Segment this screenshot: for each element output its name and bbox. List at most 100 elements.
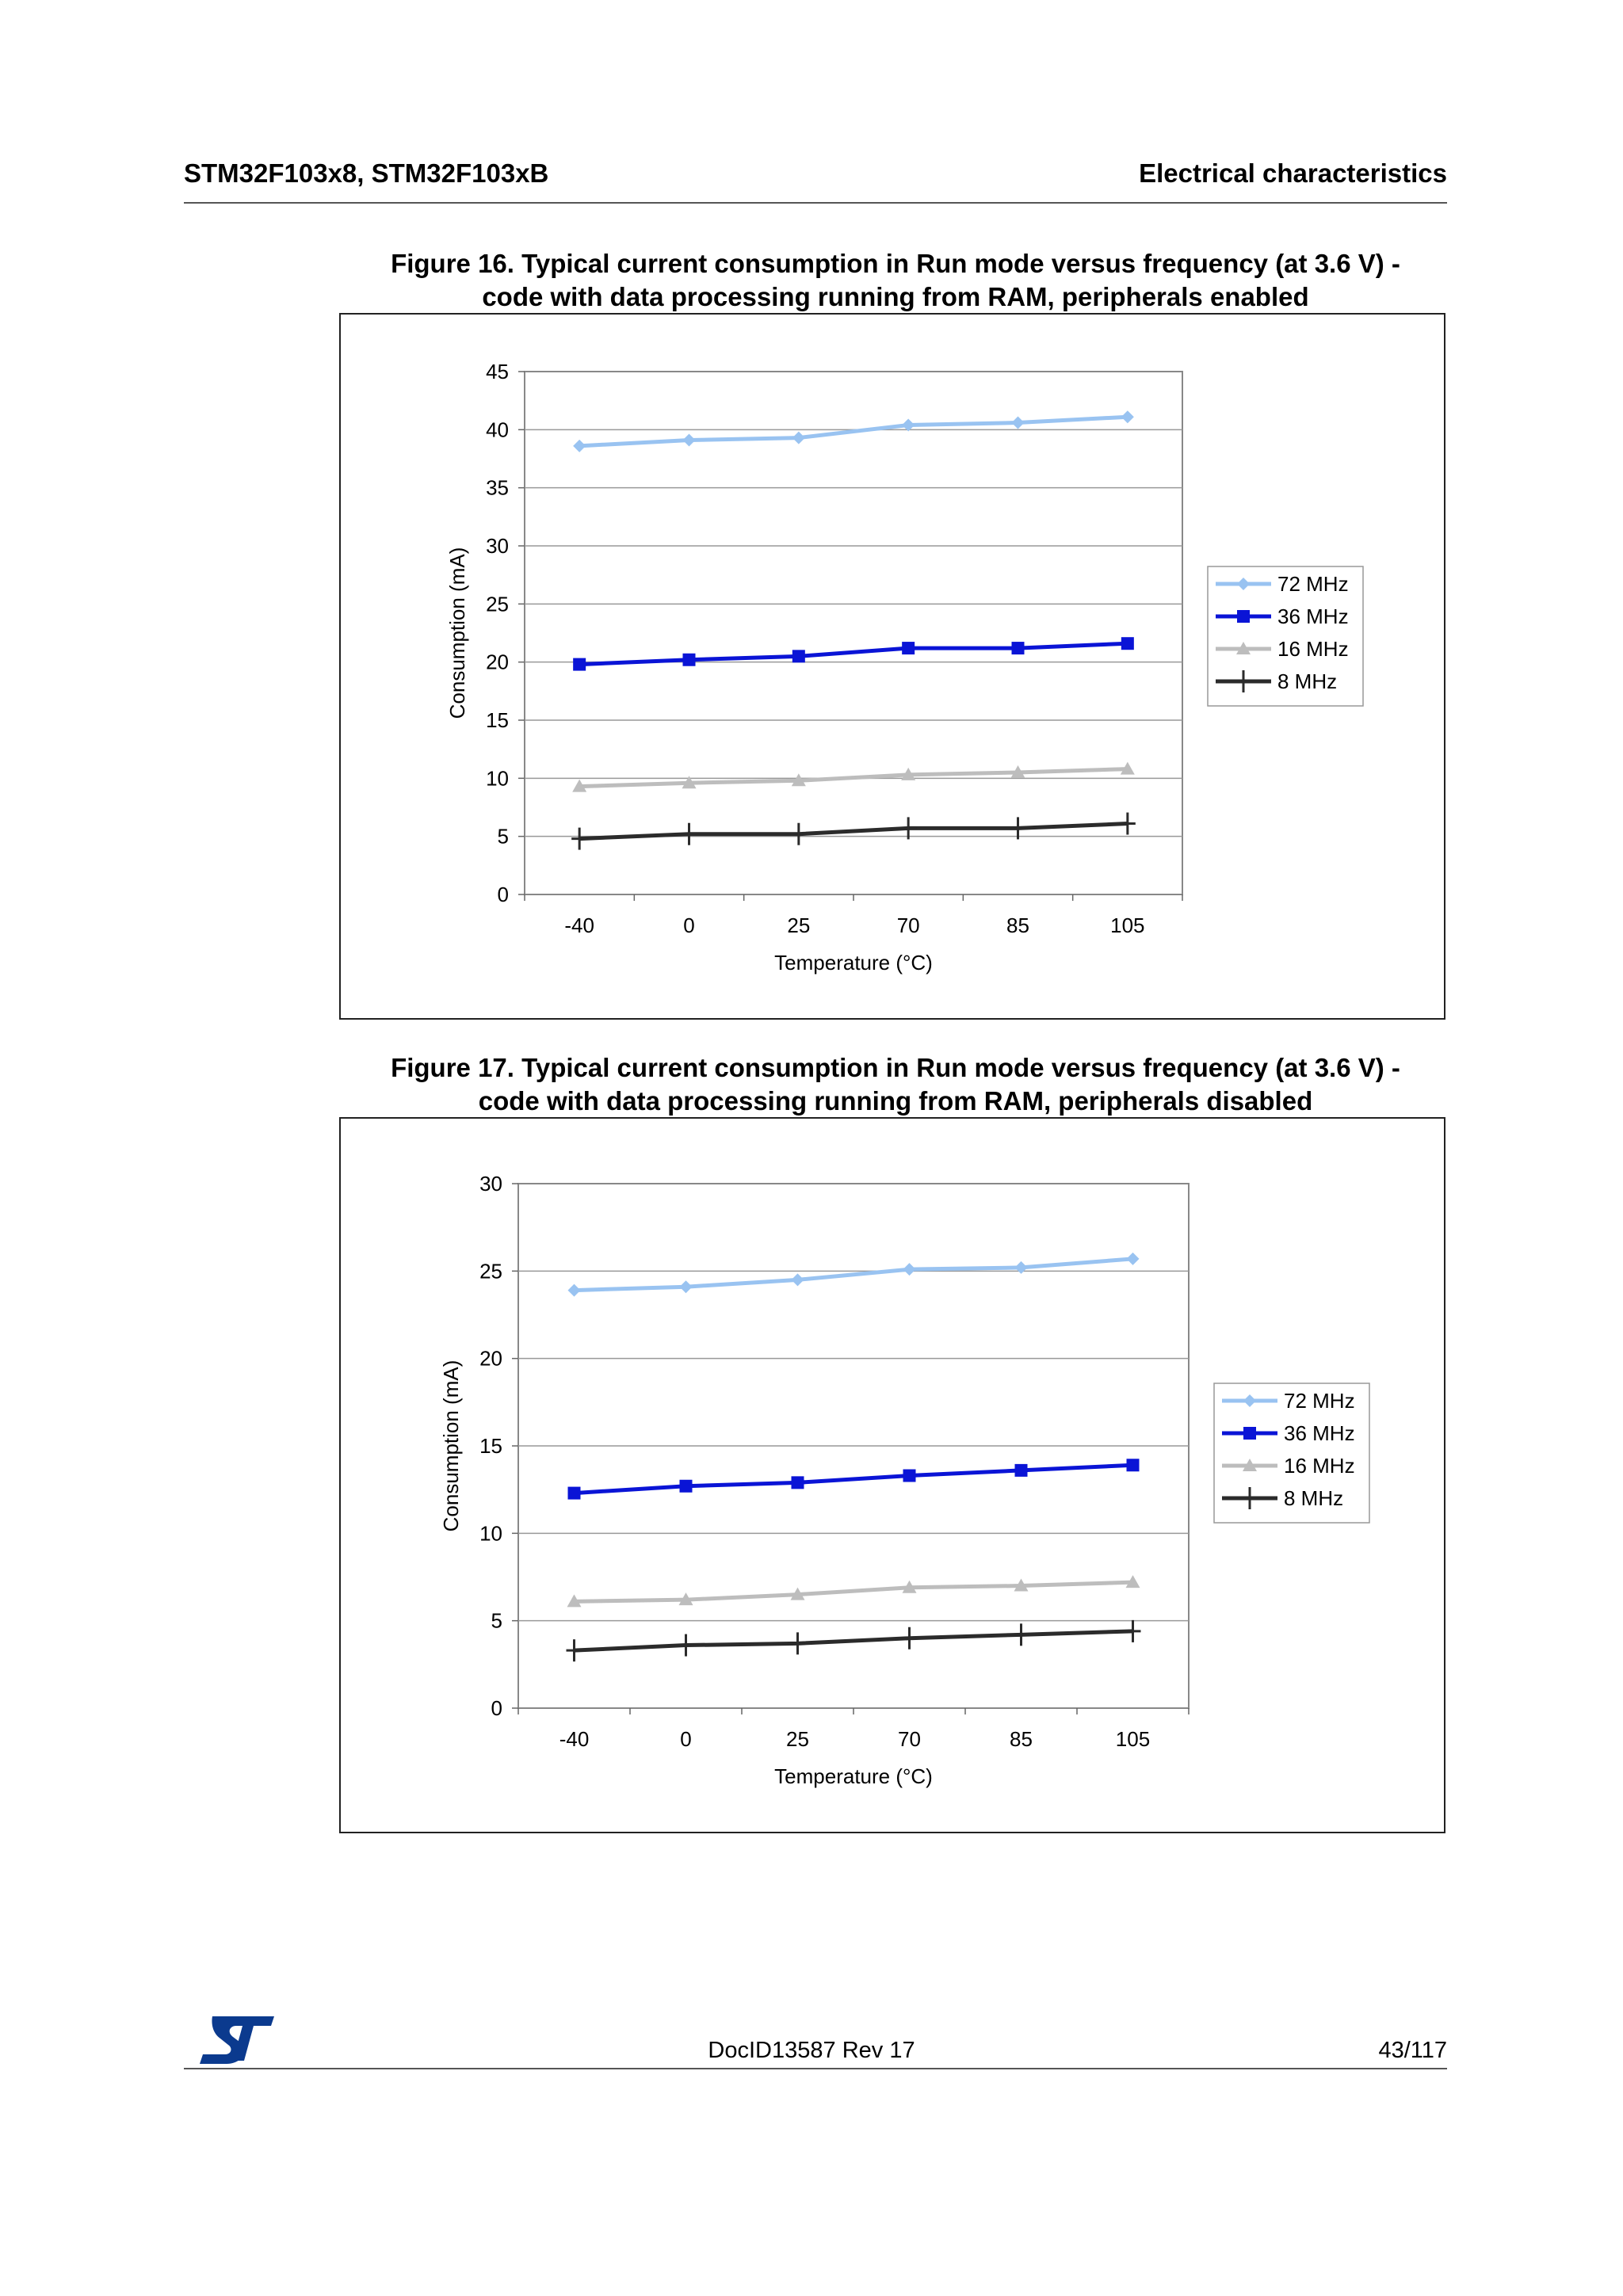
fig16-series-1-point-3 xyxy=(902,642,915,655)
fig16-series-2-point-3 xyxy=(901,767,916,780)
fig16-ytick-label-4: 20 xyxy=(486,650,509,674)
fig17-series-0-point-2 xyxy=(791,1273,804,1287)
fig17-legend-marker-3 xyxy=(1242,1487,1258,1509)
fig17-series-3-point-2 xyxy=(789,1632,806,1655)
fig17-legend-label-1: 36 MHz xyxy=(1284,1421,1355,1445)
fig16-series-2-point-2 xyxy=(791,773,806,787)
fig17-series-1-point-0 xyxy=(567,1486,581,1500)
fig16-plot-area xyxy=(524,371,1183,895)
fig16-ytick-label-1: 5 xyxy=(498,825,509,849)
fig16-xtick-label-0: -40 xyxy=(564,913,594,937)
figure-16-frame: 0 5 10 15 20 25 30 35 40 45 -40 0 25 70 85 105 Temperatu… xyxy=(339,313,1445,1020)
fig17-y-axis-title: Consumption (mA) xyxy=(439,1360,463,1532)
header-section-title: Electrical characteristics xyxy=(1139,158,1447,188)
fig17-ytick-label-2: 10 xyxy=(479,1521,502,1545)
fig16-series-3-point-4 xyxy=(1010,817,1026,840)
fig17-series-2-point-5 xyxy=(1125,1575,1140,1589)
figure-17-frame: 0 5 10 15 20 25 30 -40 0 25 70 85 105 Temperature (°C… xyxy=(339,1117,1445,1833)
footer-page-number: 43/117 xyxy=(1378,2038,1447,2063)
fig17-series-2-point-1 xyxy=(678,1592,693,1606)
fig16-xtick-label-4: 85 xyxy=(1006,913,1029,937)
fig16-series-0-line xyxy=(579,414,1128,448)
fig16-series-0-point-5 xyxy=(1121,410,1134,424)
fig17-series-2-line xyxy=(574,1580,1133,1604)
fig16-legend-label-2: 16 MHz xyxy=(1277,637,1349,661)
figure-17-caption: Figure 17. Typical current consumption i… xyxy=(341,1051,1450,1118)
fig16-legend-marker-2 xyxy=(1236,642,1251,654)
fig17-legend-marker-1 xyxy=(1243,1427,1256,1440)
fig17-series-3-point-4 xyxy=(1013,1623,1029,1646)
fig16-ytick-label-3: 15 xyxy=(486,708,509,732)
fig17-series-0 xyxy=(567,1252,1140,1297)
fig16-legend-marker-3 xyxy=(1235,670,1251,692)
fig17-series-1 xyxy=(567,1459,1140,1500)
fig16-xtick-label-5: 105 xyxy=(1110,913,1144,937)
fig16-series-1-point-0 xyxy=(573,658,586,671)
figure-16-caption-line2: code with data processing running from R… xyxy=(482,282,1309,311)
fig16-series-2-point-1 xyxy=(682,776,697,789)
fig17-xtick-label-5: 105 xyxy=(1116,1727,1150,1751)
fig16-xtick-label-1: 0 xyxy=(683,913,694,937)
fig16-series-3-point-1 xyxy=(681,822,697,845)
fig16-series-1-point-4 xyxy=(1011,642,1025,655)
fig17-series-3-point-5 xyxy=(1125,1619,1141,1642)
fig17-series-1-point-1 xyxy=(679,1479,693,1493)
footer-rule xyxy=(184,2068,1447,2069)
fig16-ytick-label-7: 35 xyxy=(486,476,509,500)
fig16-series-3-point-2 xyxy=(790,822,807,845)
fig17-series-0-point-0 xyxy=(567,1283,581,1297)
footer-doc-id: DocID13587 Rev 17 xyxy=(708,2038,915,2063)
fig17-series-1-point-4 xyxy=(1014,1463,1028,1477)
fig17-legend-label-0: 72 MHz xyxy=(1284,1389,1355,1413)
fig16-y-axis-title: Consumption (mA) xyxy=(445,547,469,719)
fig17-ytick-label-4: 20 xyxy=(479,1347,502,1371)
fig16-series-2-point-0 xyxy=(572,779,587,792)
fig16-series-3-point-5 xyxy=(1119,812,1136,835)
fig16-series-0-point-3 xyxy=(902,418,915,432)
fig17-series-3 xyxy=(566,1619,1141,1662)
fig17-xtick-label-3: 70 xyxy=(898,1727,921,1751)
figure-17-chart: 0 5 10 15 20 25 30 -40 0 25 70 85 105 Temperature (°C… xyxy=(439,1172,1370,1788)
fig17-series-2-point-2 xyxy=(790,1587,805,1600)
fig17-ytick-label-0: 0 xyxy=(491,1696,502,1720)
fig16-legend-label-0: 72 MHz xyxy=(1277,572,1349,596)
fig16-legend-label-3: 8 MHz xyxy=(1277,669,1337,693)
figure-16-caption-line1: Figure 16. Typical current consumption i… xyxy=(391,249,1400,278)
fig16-series-0-point-2 xyxy=(792,431,805,444)
fig16-series-3-point-0 xyxy=(571,827,588,850)
fig17-xtick-label-2: 25 xyxy=(786,1727,809,1751)
fig16-ytick-label-8: 40 xyxy=(486,418,509,441)
fig16-series-3 xyxy=(571,812,1136,850)
fig17-ytick-label-1: 5 xyxy=(491,1609,502,1633)
fig17-ytick-label-6: 30 xyxy=(479,1172,502,1196)
fig16-series-1-line xyxy=(579,641,1128,667)
fig16-series-2-point-4 xyxy=(1010,765,1025,778)
fig16-ytick-label-2: 10 xyxy=(486,766,509,790)
fig16-ytick-label-9: 45 xyxy=(486,360,509,383)
fig16-series-0-point-0 xyxy=(573,439,586,452)
fig17-legend-label-2: 16 MHz xyxy=(1284,1454,1355,1478)
figure-17-caption-line2: code with data processing running from R… xyxy=(478,1086,1313,1116)
st-logo-icon xyxy=(200,2016,274,2064)
fig16-xtick-label-3: 70 xyxy=(897,913,920,937)
fig17-series-0-point-3 xyxy=(903,1263,916,1276)
fig16-series-0 xyxy=(573,410,1134,452)
fig17-series-0-point-5 xyxy=(1126,1252,1140,1265)
fig17-xtick-label-1: 0 xyxy=(680,1727,691,1751)
fig16-series-2-point-5 xyxy=(1120,761,1135,775)
fig17-series-0-point-4 xyxy=(1014,1261,1028,1274)
fig17-series-3-point-1 xyxy=(678,1634,694,1657)
fig16-series-0-point-1 xyxy=(682,433,696,447)
fig17-series-3-point-3 xyxy=(901,1627,918,1650)
fig16-series-2-line xyxy=(579,767,1128,789)
fig17-series-0-line xyxy=(574,1257,1133,1293)
header-rule xyxy=(184,202,1447,204)
fig17-series-1-point-5 xyxy=(1126,1459,1140,1472)
fig16-ytick-label-5: 25 xyxy=(486,592,509,616)
fig16-series-1-point-2 xyxy=(792,650,805,663)
fig17-series-1-point-3 xyxy=(903,1469,916,1482)
figure-17-caption-line1: Figure 17. Typical current consumption i… xyxy=(391,1053,1400,1082)
fig16-series-2 xyxy=(572,761,1135,792)
fig17-series-2-point-4 xyxy=(1014,1578,1029,1592)
fig17-legend-marker-0 xyxy=(1243,1394,1256,1407)
